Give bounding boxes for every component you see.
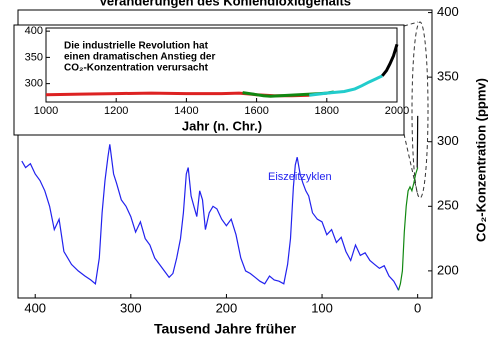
series-line — [381, 43, 399, 77]
y-tick-label: 300 — [437, 133, 459, 148]
highlight-ellipse — [411, 21, 429, 199]
series-line — [21, 144, 400, 291]
connector — [403, 21, 419, 27]
series-line — [397, 167, 419, 291]
inset-plot-area — [45, 27, 398, 103]
x-tick-label: 100 — [311, 300, 333, 315]
y-axis-label: CO₂-Konzentration (ppmv) — [473, 78, 488, 242]
series-line — [309, 74, 383, 97]
x-tick-label: 1800 — [315, 105, 339, 117]
y-tick-label: 350 — [437, 69, 459, 84]
y-tick-label: 350 — [25, 51, 43, 63]
annotation-line: CO₂-Konzentration verursacht — [64, 63, 209, 74]
annotation: Eiszeitzyklen — [268, 171, 332, 183]
x-tick-label: 1400 — [174, 105, 198, 117]
connector — [403, 133, 419, 197]
x-tick-label: 1200 — [104, 105, 128, 117]
x-axis-label: Tausend Jahre früher — [154, 321, 297, 337]
annotation-line: einen dramatischen Anstieg der — [64, 52, 215, 63]
series-line — [416, 115, 419, 168]
x-tick-label: 200 — [216, 300, 238, 315]
chart-title: Veränderungen des Kohlendioxidgehalts — [99, 0, 351, 8]
y-tick-label: 250 — [437, 198, 459, 213]
x-tick-label: 1000 — [34, 105, 58, 117]
y-tick-label: 200 — [437, 262, 459, 277]
x-tick-label: 300 — [120, 300, 142, 315]
inset-x-axis-label: Jahr (n. Chr.) — [182, 118, 262, 133]
y-tick-label: 300 — [25, 78, 43, 90]
y-tick-label: 400 — [25, 25, 43, 37]
x-tick-label: 2000 — [385, 105, 409, 117]
y-tick-label: 400 — [437, 4, 459, 19]
annotation-line: Die industrielle Revolution hat — [64, 41, 209, 52]
x-tick-label: 1600 — [244, 105, 268, 117]
x-tick-label: 0 — [414, 300, 421, 315]
x-tick-label: 400 — [24, 300, 46, 315]
